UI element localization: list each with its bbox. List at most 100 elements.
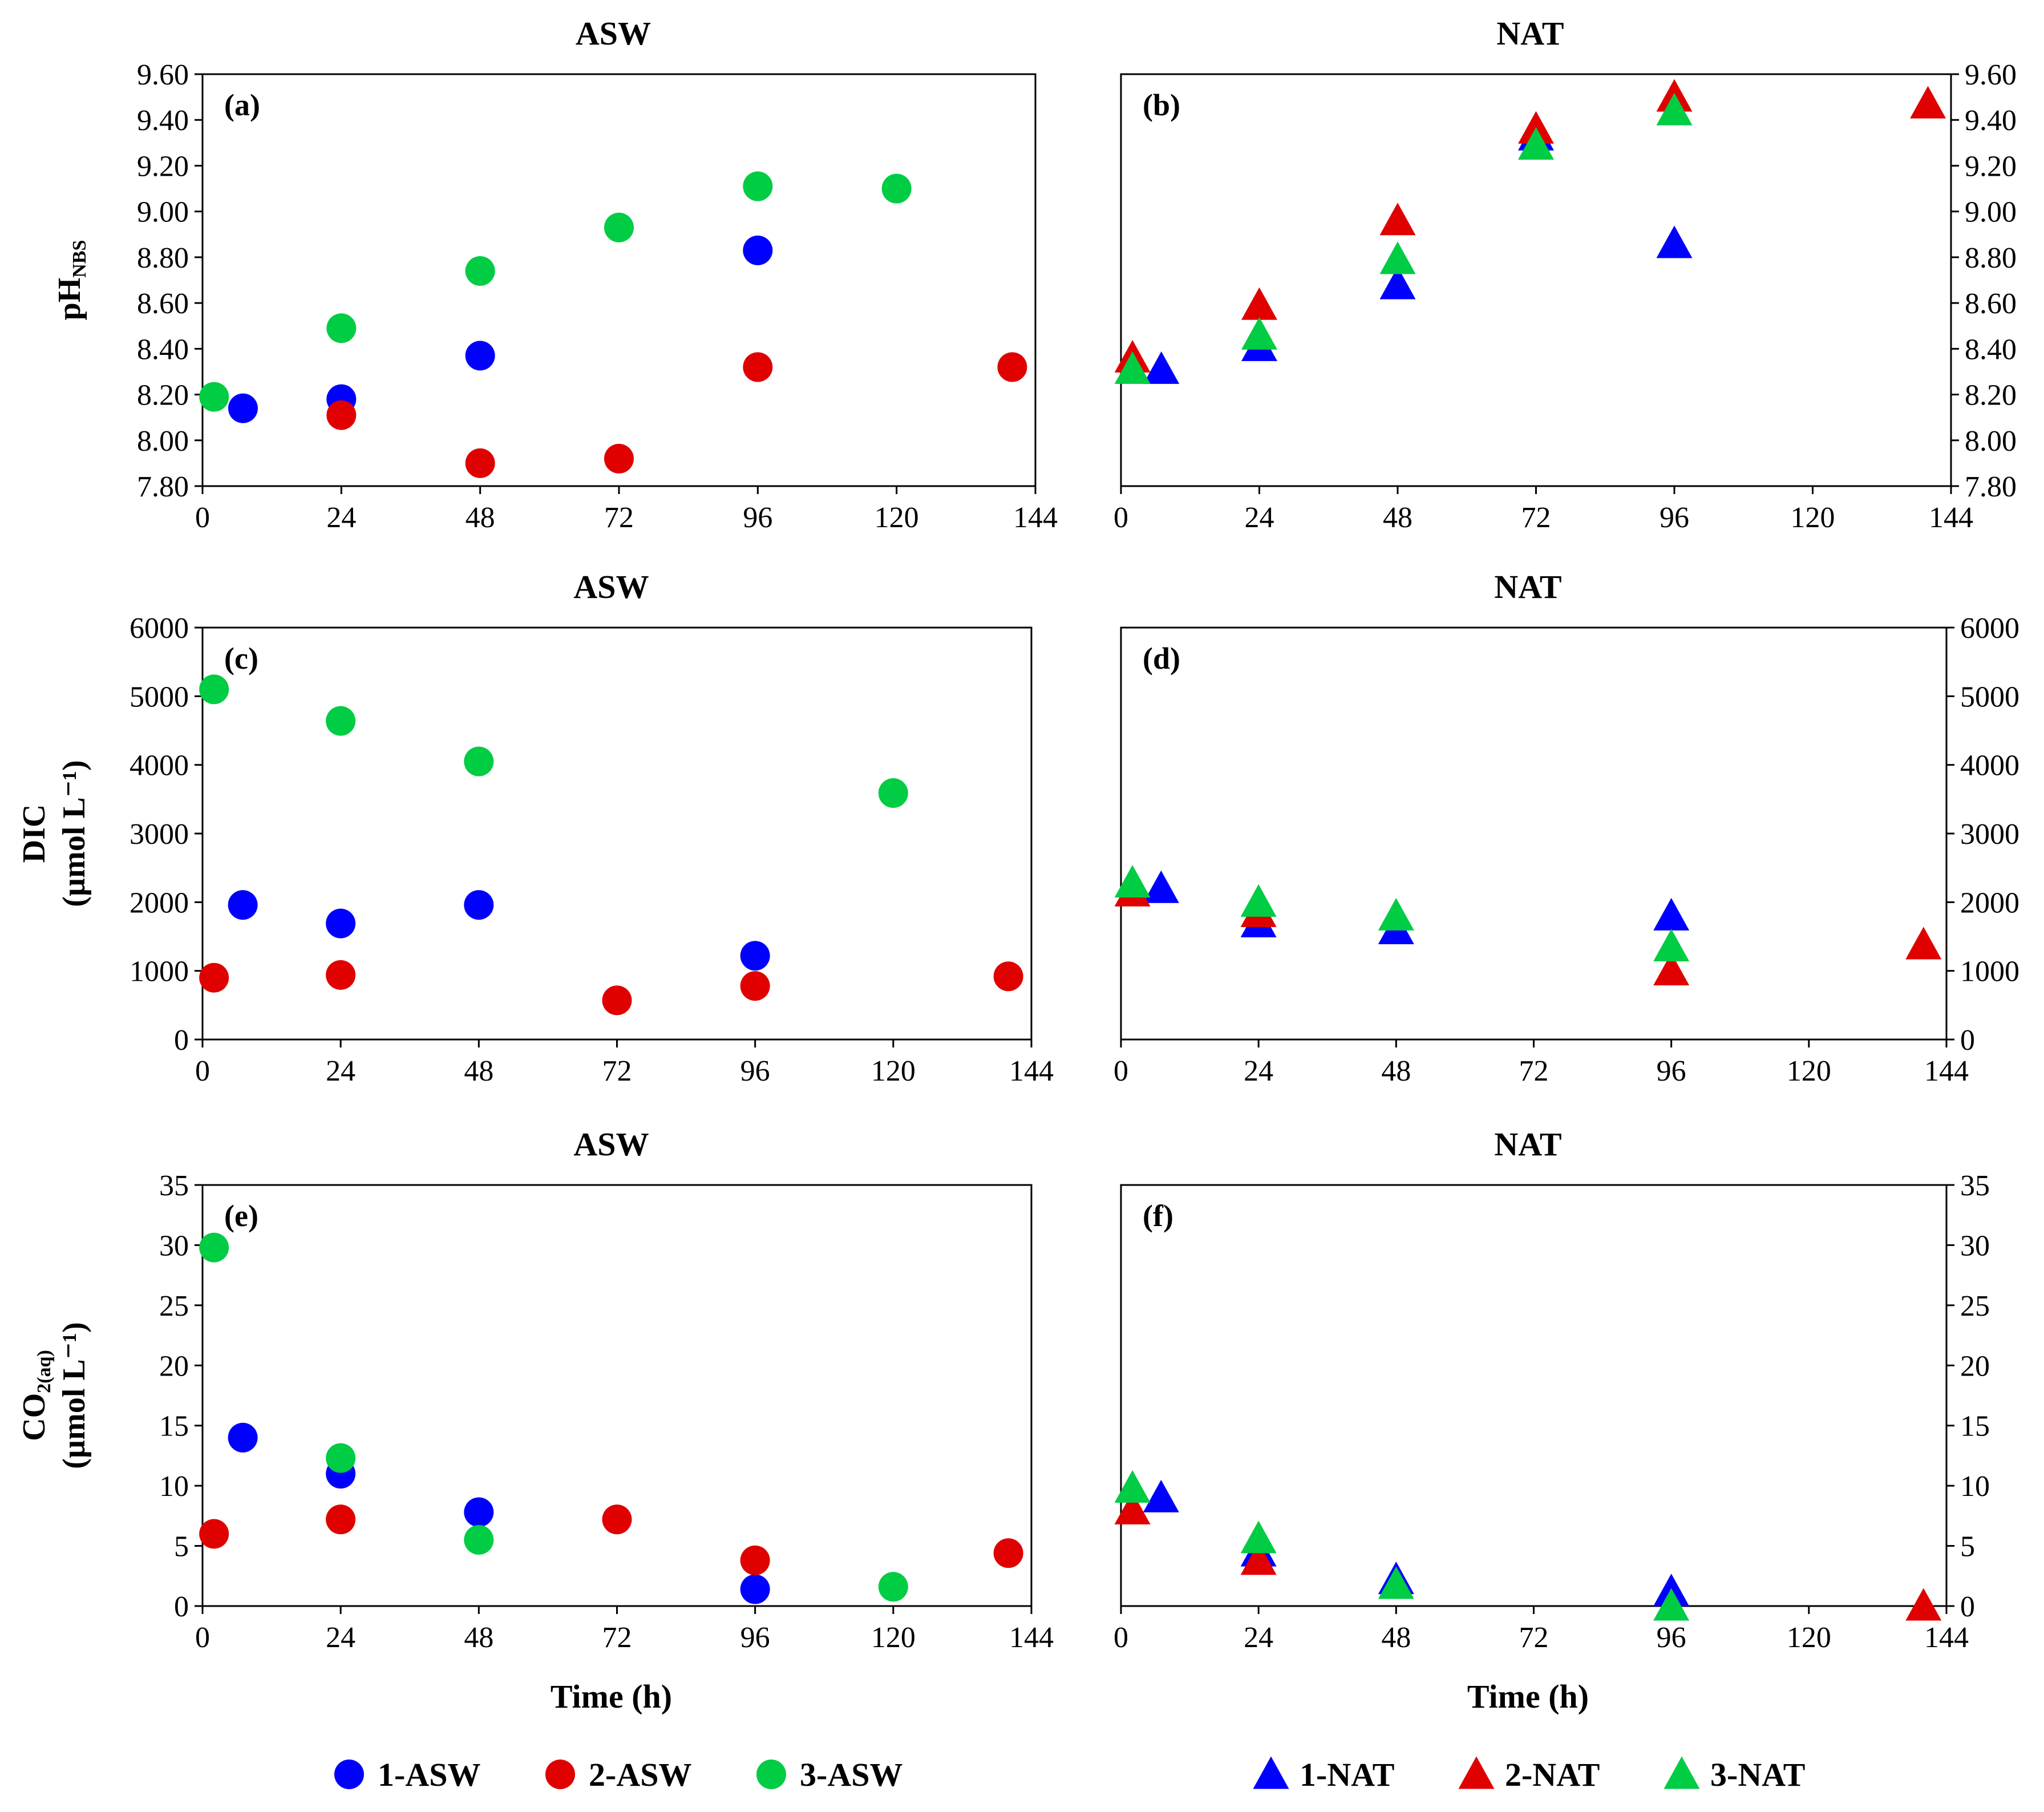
data-point: [1114, 351, 1151, 384]
x-tick-label: 48: [1381, 1055, 1411, 1087]
data-point: [465, 448, 495, 478]
x-tick-label: 72: [1519, 1621, 1549, 1654]
legend-label: 3-ASW: [800, 1756, 902, 1793]
y-tick-label: 9.60: [1965, 59, 2017, 91]
y-tick-label: 3000: [1960, 818, 2019, 851]
data-point: [1379, 241, 1416, 274]
y-axis-unit-label: (µmol L⁻¹): [56, 1322, 92, 1469]
y-tick-label: 8.60: [1965, 288, 2017, 320]
x-tick-label: 0: [1114, 1055, 1128, 1087]
data-point: [743, 235, 773, 265]
data-point: [199, 1232, 229, 1263]
y-tick-label: 4000: [129, 750, 189, 782]
y-tick-label: 15: [1960, 1410, 1990, 1443]
series-3-NAT: [1114, 865, 1690, 962]
x-tick-label: 72: [1521, 501, 1551, 534]
y-tick-label: 20: [159, 1350, 189, 1382]
panel-label: (d): [1143, 641, 1180, 676]
y-tick-label: 8.60: [137, 288, 189, 320]
legend-label: 1-ASW: [378, 1756, 480, 1793]
series-1-ASW: [228, 890, 770, 971]
x-tick-label: 120: [1787, 1621, 1831, 1654]
plot-frame: [201, 73, 1037, 487]
panel-title: NAT: [1494, 568, 1561, 605]
y-tick-label: 8.80: [137, 242, 189, 274]
x-tick-label: 48: [466, 501, 495, 534]
data-point: [1378, 897, 1414, 931]
panel-label: (e): [224, 1199, 258, 1233]
data-point: [1114, 865, 1151, 898]
data-point: [1910, 86, 1946, 119]
plot-frame: [1120, 1184, 1948, 1607]
data-point: [1653, 953, 1690, 986]
y-axis-label: CO2(aq): [17, 1350, 55, 1441]
series-1-NAT: [1143, 1479, 1690, 1607]
x-tick-label: 96: [743, 501, 772, 534]
series-2-ASW: [199, 960, 1023, 1016]
series-3-ASW: [199, 1232, 908, 1602]
x-tick-label: 0: [1114, 1621, 1128, 1654]
x-tick-label: 144: [1924, 1055, 1969, 1087]
data-point: [199, 962, 229, 993]
y-tick-label: 6000: [129, 612, 189, 645]
panel-title: NAT: [1496, 15, 1564, 52]
y-tick-label: 30: [159, 1229, 189, 1262]
legend-label: 2-ASW: [589, 1756, 691, 1793]
y-axis-label: DIC: [17, 804, 52, 863]
data-point: [740, 1574, 770, 1604]
x-tick-label: 96: [1657, 1621, 1686, 1654]
data-point: [1653, 897, 1690, 931]
panel-title: ASW: [573, 568, 649, 605]
y-tick-label: 8.00: [137, 425, 189, 458]
series-3-NAT: [1114, 1470, 1690, 1621]
data-point: [878, 778, 908, 808]
legend-marker: [1663, 1756, 1700, 1789]
data-point: [1653, 1588, 1690, 1621]
y-tick-label: 5: [1960, 1531, 1975, 1563]
panel-c: ASW (c) 0 24 48 72 96 120 144 0 1000 2000 3000 4000 50…: [17, 568, 1054, 1087]
legend-label: 3-NAT: [1710, 1756, 1805, 1793]
data-point: [878, 1572, 908, 1602]
y-tick-label: 10: [1960, 1470, 1990, 1503]
series-2-NAT: [1114, 79, 1946, 373]
data-point: [199, 674, 229, 705]
data-point: [997, 352, 1027, 382]
x-tick-label: 24: [1244, 1055, 1273, 1087]
data-point: [464, 746, 494, 776]
y-tick-label: 25: [159, 1290, 189, 1322]
x-tick-label: 48: [464, 1621, 493, 1654]
x-tick-label: 120: [875, 501, 919, 534]
x-tick-label: 0: [195, 1621, 210, 1654]
y-tick-label: 10: [159, 1470, 189, 1503]
series-1-NAT: [1143, 870, 1690, 944]
data-point: [199, 382, 229, 412]
data-point: [993, 961, 1023, 992]
data-point: [1240, 884, 1277, 917]
plot-frame: [1120, 626, 1948, 1041]
x-tick-label: 96: [1660, 501, 1689, 534]
panel-f: NAT(f)0 24 48 72 96 120 14405101520253035Time …: [1114, 1126, 1990, 1715]
data-point: [1656, 225, 1693, 258]
panel-label: (f): [1143, 1199, 1173, 1233]
series-3-NAT: [1114, 92, 1693, 384]
x-tick-label: 72: [604, 501, 634, 534]
x-tick-label: 72: [1519, 1055, 1549, 1087]
x-tick-label: 24: [1244, 1621, 1273, 1654]
data-point: [602, 1504, 632, 1535]
y-tick-label: 2000: [129, 887, 189, 919]
x-tick-label: 48: [1381, 1621, 1411, 1654]
legend-marker: [545, 1760, 575, 1789]
legend-marker: [1458, 1756, 1495, 1789]
data-point: [228, 1422, 258, 1453]
panel-a: ASW (a) 0 24 48 72 96 120 144 7.80 8.00 8.20 8.40 8.6…: [52, 15, 1058, 534]
y-tick-label: 8.00: [1965, 425, 2017, 458]
panel-label: (b): [1143, 88, 1180, 122]
y-tick-label: 0: [1960, 1024, 1975, 1057]
legend-marker: [334, 1760, 364, 1789]
x-tick-label: 144: [1924, 1621, 1969, 1654]
x-tick-label: 120: [871, 1055, 916, 1087]
series-1-NAT: [1143, 118, 1693, 384]
y-tick-label: 1000: [1960, 956, 2019, 988]
data-point: [993, 1538, 1023, 1568]
